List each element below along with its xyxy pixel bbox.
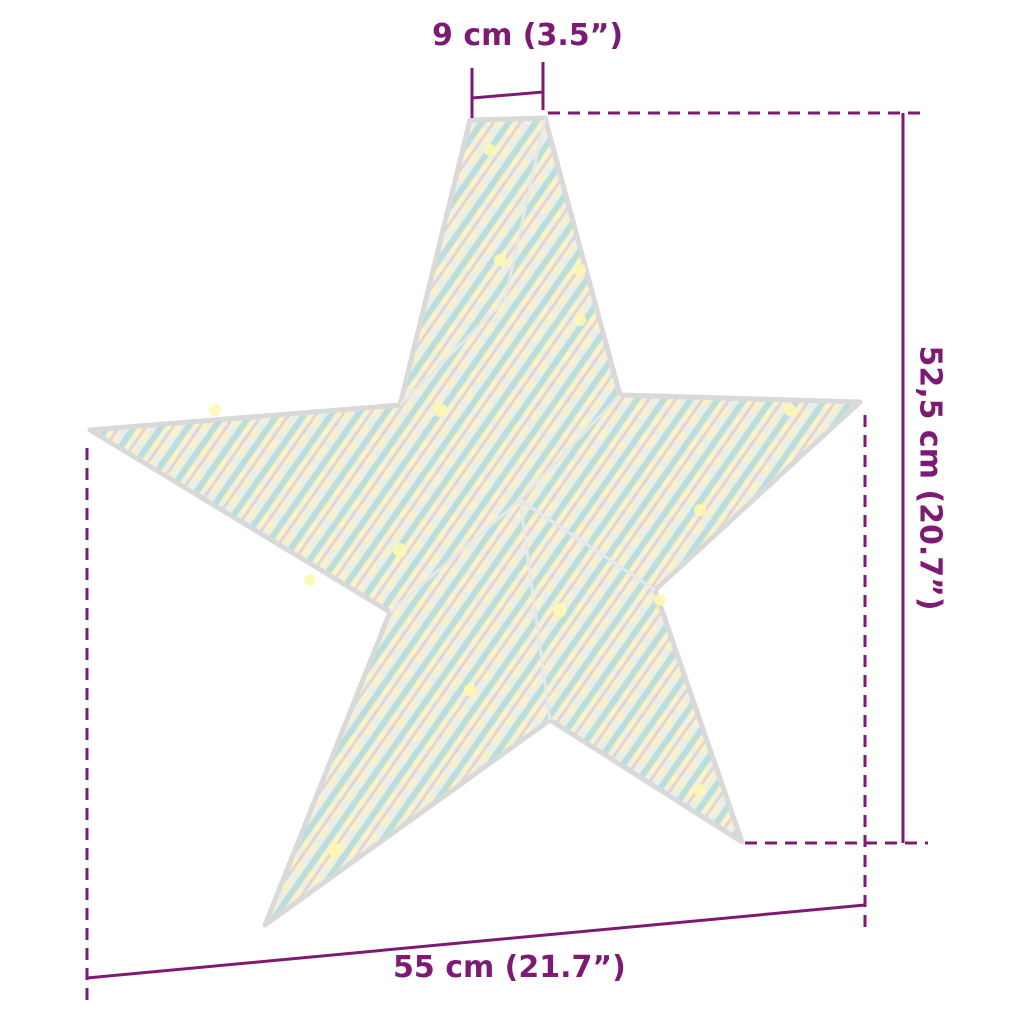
width-line <box>86 903 866 980</box>
height-label: 52,5 cm (20.7”) <box>912 345 948 611</box>
depth-line <box>471 90 544 100</box>
dimension-lines <box>85 62 928 1005</box>
star-product-image <box>87 115 863 928</box>
depth-label: 9 cm (3.5”) <box>432 18 624 53</box>
width-label: 55 cm (21.7”) <box>393 950 626 985</box>
